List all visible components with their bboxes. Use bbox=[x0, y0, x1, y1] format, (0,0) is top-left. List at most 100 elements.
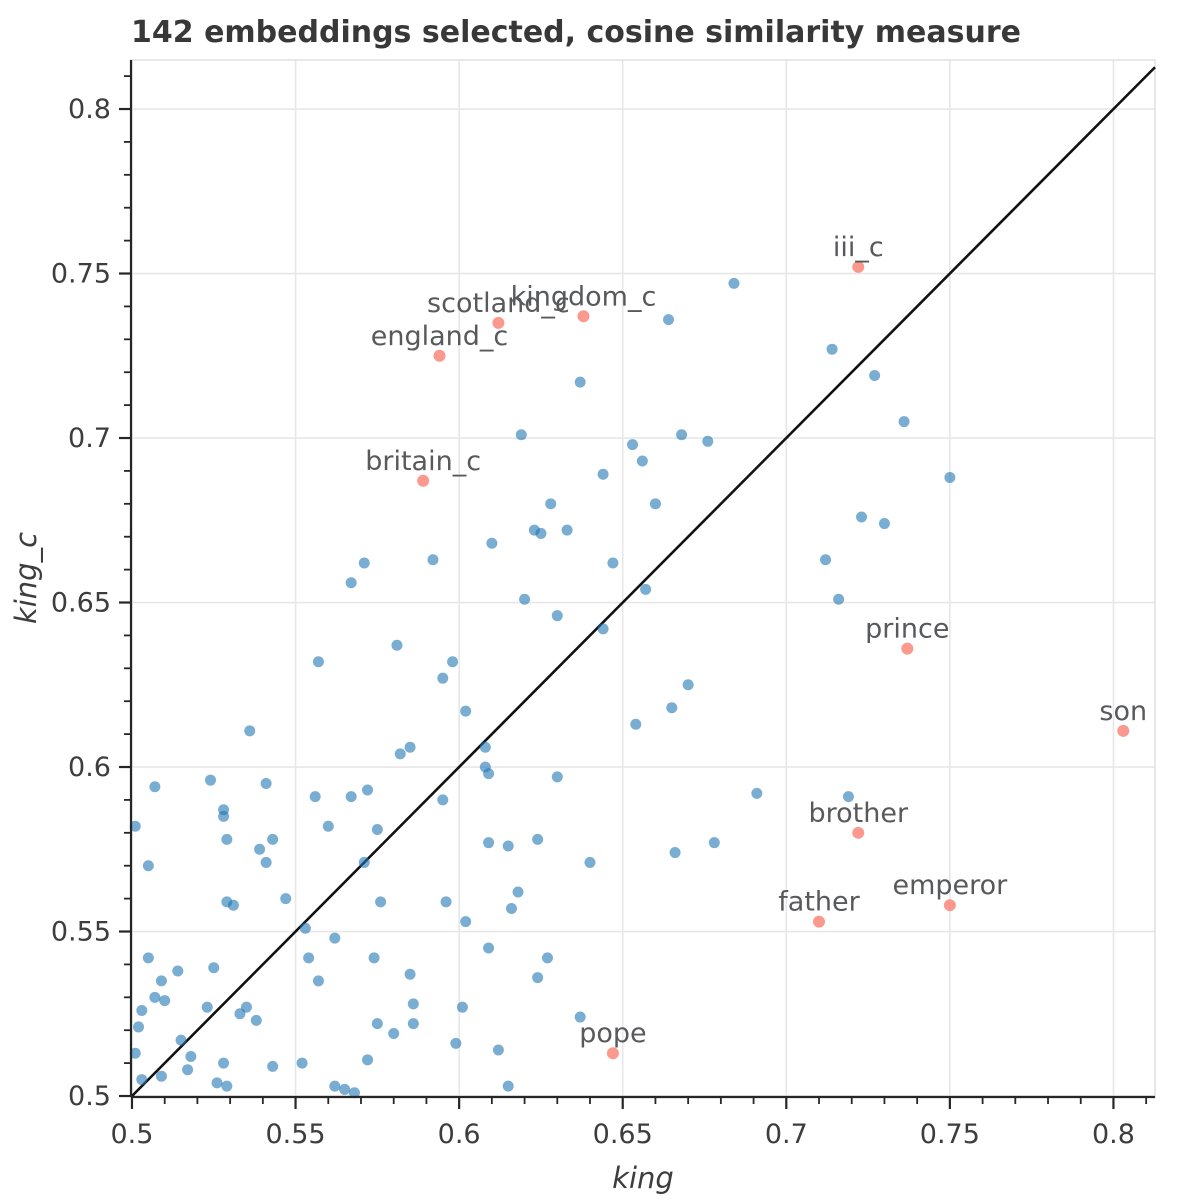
scatter-point bbox=[394, 748, 406, 760]
scatter-points bbox=[129, 260, 1130, 1099]
point-label: britain_c bbox=[365, 446, 481, 477]
scatter-point bbox=[358, 856, 370, 868]
x-tick-label: 0.65 bbox=[593, 1119, 653, 1150]
labeled-scatter-point bbox=[943, 899, 956, 912]
scatter-point bbox=[149, 991, 161, 1003]
scatter-point bbox=[519, 593, 531, 605]
scatter-point bbox=[312, 975, 324, 987]
scatter-point bbox=[869, 370, 881, 382]
scatter-point bbox=[155, 975, 167, 987]
scatter-point bbox=[129, 820, 141, 832]
point-label: england_c bbox=[371, 321, 509, 352]
scatter-point bbox=[244, 725, 256, 737]
scatter-point bbox=[149, 781, 161, 793]
point-label: iii_c bbox=[833, 232, 884, 263]
scatter-point bbox=[502, 840, 514, 852]
point-label: scotland_c bbox=[427, 288, 570, 319]
scatter-point bbox=[607, 557, 619, 569]
scatter-point bbox=[208, 962, 220, 974]
labeled-scatter-point bbox=[417, 474, 430, 487]
scatter-point bbox=[234, 1008, 246, 1020]
scatter-point bbox=[532, 972, 544, 984]
scatter-point bbox=[826, 343, 838, 355]
scatter-point bbox=[375, 896, 387, 908]
scatter-point bbox=[250, 1014, 262, 1026]
scatter-point bbox=[136, 1074, 148, 1086]
point-annotations: iii_c kingdom_cscotland_cengland_cbritain… bbox=[365, 232, 1147, 1049]
scatter-point bbox=[630, 718, 642, 730]
scatter-point bbox=[649, 498, 661, 510]
scatter-point bbox=[218, 810, 230, 822]
scatter-point bbox=[345, 791, 357, 803]
gridlines bbox=[131, 60, 1155, 1097]
scatter-point bbox=[309, 791, 321, 803]
y-tick-label: 0.8 bbox=[68, 94, 111, 125]
scatter-point bbox=[388, 1028, 400, 1040]
y-tick-label: 0.7 bbox=[68, 423, 111, 454]
scatter-point bbox=[407, 1018, 419, 1030]
scatter-point bbox=[842, 791, 854, 803]
scatter-point bbox=[185, 1051, 197, 1063]
scatter-point bbox=[371, 824, 383, 836]
scatter-point bbox=[221, 833, 233, 845]
scatter-point bbox=[211, 1077, 223, 1089]
point-label: father bbox=[778, 887, 860, 918]
y-tick-label: 0.6 bbox=[68, 752, 111, 783]
y-tick-label: 0.5 bbox=[68, 1081, 111, 1112]
scatter-point bbox=[515, 429, 527, 441]
scatter-point bbox=[708, 837, 720, 849]
scatter-point bbox=[505, 902, 517, 914]
labeled-scatter-point bbox=[813, 915, 826, 928]
scatter-point bbox=[479, 741, 491, 753]
scatter-point bbox=[728, 277, 740, 289]
scatter-point bbox=[450, 1037, 462, 1049]
scatter-point bbox=[254, 843, 266, 855]
scatter-point bbox=[296, 1057, 308, 1069]
x-tick-label: 0.8 bbox=[1092, 1119, 1135, 1150]
scatter-point bbox=[878, 518, 890, 530]
scatter-point bbox=[175, 1034, 187, 1046]
scatter-point bbox=[627, 439, 639, 451]
scatter-point bbox=[663, 314, 675, 326]
x-tick-label: 0.6 bbox=[438, 1119, 481, 1150]
scatter-point bbox=[267, 1060, 279, 1072]
labeled-scatter-point bbox=[1117, 724, 1130, 737]
scatter-point bbox=[545, 498, 557, 510]
scatter-point bbox=[329, 1080, 341, 1092]
scatter-point bbox=[574, 1011, 586, 1023]
scatter-point bbox=[371, 1018, 383, 1030]
scatter-point bbox=[502, 1080, 514, 1092]
point-label: emperor bbox=[892, 870, 1008, 901]
scatter-point bbox=[669, 847, 681, 859]
scatter-point bbox=[299, 922, 311, 934]
scatter-point bbox=[159, 995, 171, 1007]
scatter-point bbox=[551, 610, 563, 622]
scatter-point bbox=[322, 820, 334, 832]
scatter-point bbox=[303, 952, 315, 964]
scatter-point bbox=[597, 468, 609, 480]
scatter-point bbox=[218, 1057, 230, 1069]
scatter-point bbox=[440, 896, 452, 908]
scatter-point bbox=[260, 777, 272, 789]
scatter-point bbox=[751, 787, 763, 799]
scatter-point bbox=[339, 1083, 351, 1095]
labeled-scatter-point bbox=[852, 826, 865, 839]
x-axis-label: king bbox=[612, 1161, 674, 1195]
y-tick-label: 0.75 bbox=[51, 259, 111, 290]
scatter-point bbox=[584, 856, 596, 868]
scatter-point bbox=[492, 1044, 504, 1056]
scatter-point bbox=[142, 952, 154, 964]
scatter-point bbox=[345, 577, 357, 589]
scatter-point bbox=[391, 639, 403, 651]
x-tick-label: 0.55 bbox=[265, 1119, 325, 1150]
scatter-point bbox=[329, 932, 341, 944]
scatter-point bbox=[532, 833, 544, 845]
labeled-scatter-point bbox=[852, 260, 865, 273]
scatter-point bbox=[447, 656, 459, 668]
scatter-point bbox=[574, 376, 586, 388]
scatter-point bbox=[820, 554, 832, 566]
point-label: pope bbox=[579, 1018, 646, 1049]
x-tick-label: 0.75 bbox=[920, 1119, 980, 1150]
identity-line bbox=[130, 66, 1156, 1098]
y-axis-label: king_c bbox=[9, 532, 43, 624]
